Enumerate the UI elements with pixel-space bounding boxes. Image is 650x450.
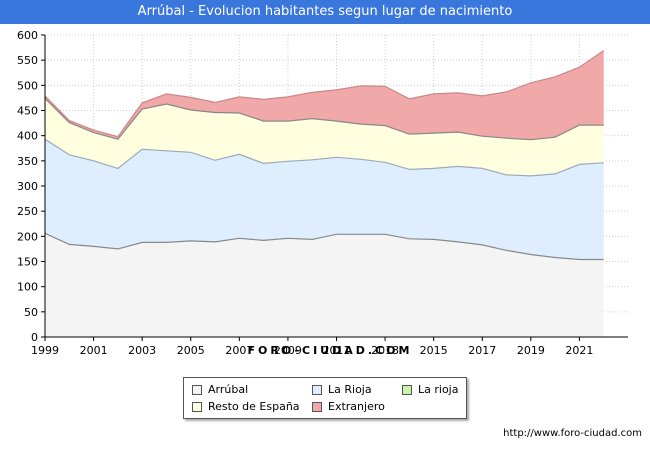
chart-canvas: FORO-CIUDAD.COM 0 50 100 150 200 250 300 350 400… xyxy=(17,29,628,357)
x-tick-label: 2015 xyxy=(420,344,448,357)
legend-swatch-la-rioja-lower xyxy=(402,384,412,395)
area-series-arrubal-0 xyxy=(45,233,604,337)
y-tick-label: 250 xyxy=(17,205,38,218)
area-series-resto-de-espana-3 xyxy=(45,98,604,176)
area-series-extranjero-4 xyxy=(45,50,604,140)
legend-item-resto-de-espana: Resto de España xyxy=(192,400,300,413)
legend-item-arrubal: Arrúbal xyxy=(192,383,248,396)
x-tick-label: 1999 xyxy=(31,344,59,357)
y-tick-label: 50 xyxy=(24,306,38,319)
chart-title: Arrúbal - Evolucion habitantes segun lug… xyxy=(0,0,650,24)
legend-swatch-extranjero xyxy=(312,401,322,412)
x-tick-label: 2019 xyxy=(517,344,545,357)
legend-label-extranjero: Extranjero xyxy=(328,400,385,413)
y-tick-label: 600 xyxy=(17,29,38,42)
y-tick-label: 300 xyxy=(17,180,38,193)
x-tick-label: 2017 xyxy=(468,344,496,357)
legend-label-arrubal: Arrúbal xyxy=(208,383,249,396)
legend-swatch-la-rioja xyxy=(312,384,322,395)
line-series-extranjero-4 xyxy=(44,50,605,138)
x-tick-label: 2007 xyxy=(225,344,253,357)
legend-item-la-rioja-lower: La rioja xyxy=(402,383,458,396)
y-tick-label: 500 xyxy=(17,79,38,92)
x-tick-label: 2003 xyxy=(128,344,156,357)
y-tick-label: 100 xyxy=(17,281,38,294)
legend-swatch-resto-de-espana xyxy=(192,401,202,412)
legend-label-la-rioja-lower: La rioja xyxy=(418,383,459,396)
watermark: FORO-CIUDAD.COM xyxy=(248,344,413,357)
area-series-la-rioja-1 xyxy=(45,139,604,260)
x-tick-label: 2011 xyxy=(323,344,351,357)
line-series-la-rioja-1 xyxy=(44,138,604,177)
y-tick-label: 450 xyxy=(17,105,38,118)
x-tick-label: 2009 xyxy=(274,344,302,357)
line-series-arrubal-0 xyxy=(44,232,604,261)
line-series-resto-de-espana-3 xyxy=(44,97,604,141)
legend-item-extranjero: Extranjero xyxy=(312,400,385,413)
y-tick-label: 400 xyxy=(17,130,38,143)
x-tick-label: 2013 xyxy=(371,344,399,357)
y-tick-label: 0 xyxy=(31,331,38,344)
y-tick-label: 550 xyxy=(17,54,38,67)
x-tick-label: 2001 xyxy=(80,344,108,357)
y-tick-label: 350 xyxy=(17,155,38,168)
legend: Arrúbal La Rioja La rioja Resto de Españ… xyxy=(183,377,467,419)
legend-item-la-rioja: La Rioja xyxy=(312,383,372,396)
source-url: http://www.foro-ciudad.com xyxy=(503,428,642,439)
legend-label-la-rioja: La Rioja xyxy=(328,383,372,396)
x-tick-label: 2005 xyxy=(177,344,205,357)
legend-label-resto-de-espana: Resto de España xyxy=(208,400,300,413)
y-tick-label: 150 xyxy=(17,256,38,269)
y-tick-label: 200 xyxy=(17,230,38,243)
legend-swatch-arrubal xyxy=(192,384,202,395)
x-tick-label: 2021 xyxy=(565,344,593,357)
